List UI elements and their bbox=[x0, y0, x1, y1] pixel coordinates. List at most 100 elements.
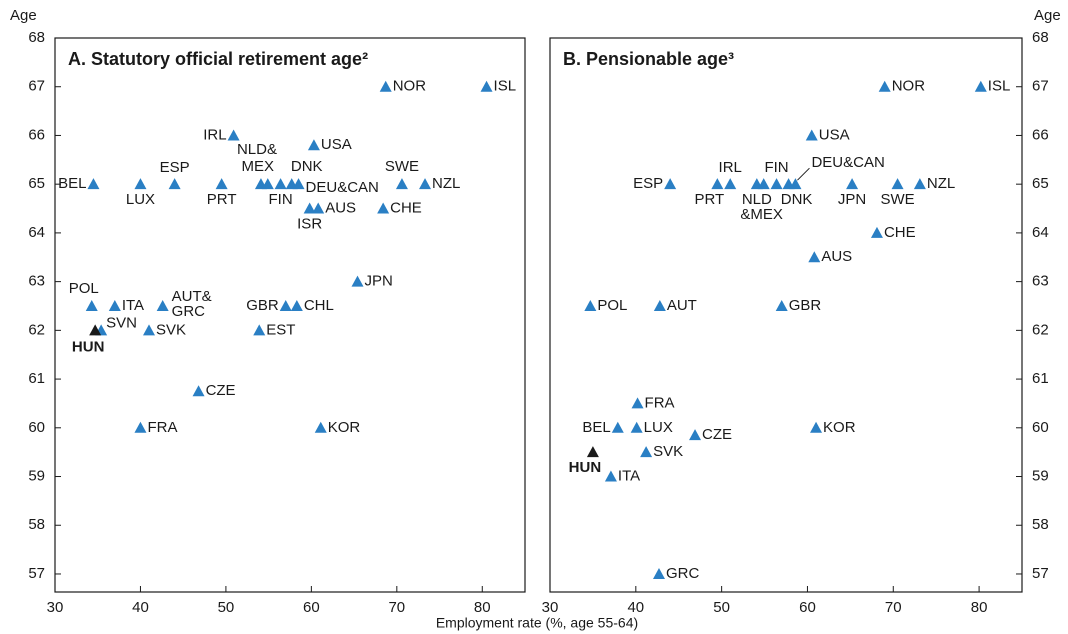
point-label: GRC bbox=[172, 303, 206, 320]
marker bbox=[652, 567, 665, 579]
y-tick-label: 66 bbox=[28, 126, 45, 143]
point-label: ISR bbox=[297, 216, 322, 233]
point-label: HUN bbox=[72, 338, 105, 355]
point-label: SWE bbox=[385, 158, 419, 175]
leader-line bbox=[797, 167, 810, 181]
point-label: JPN bbox=[838, 191, 866, 208]
y-tick-label: 59 bbox=[28, 467, 45, 484]
point-label: HUN bbox=[569, 459, 602, 476]
marker bbox=[261, 178, 274, 190]
x-tick-label: 80 bbox=[971, 599, 988, 616]
y-tick-label: 64 bbox=[1032, 224, 1049, 241]
marker bbox=[134, 421, 147, 433]
point-label: SWE bbox=[880, 191, 914, 208]
marker bbox=[584, 299, 597, 311]
point-label: KOR bbox=[328, 419, 361, 436]
x-tick-label: 30 bbox=[542, 599, 559, 616]
marker bbox=[604, 470, 617, 482]
marker bbox=[279, 299, 292, 311]
x-tick-label: 60 bbox=[303, 599, 320, 616]
point-label: CHL bbox=[304, 297, 334, 314]
point-label: DEU&CAN bbox=[306, 179, 379, 196]
point-label: FRA bbox=[147, 419, 177, 436]
y-tick-label: 61 bbox=[1032, 370, 1049, 387]
marker bbox=[846, 178, 859, 190]
x-tick-label: 40 bbox=[132, 599, 149, 616]
point-label: AUS bbox=[821, 248, 852, 265]
marker bbox=[419, 178, 432, 190]
x-tick-label: 50 bbox=[218, 599, 235, 616]
point-label: NOR bbox=[892, 78, 926, 95]
y-tick-label: 65 bbox=[28, 175, 45, 192]
marker bbox=[891, 178, 904, 190]
point-label: ITA bbox=[618, 467, 640, 484]
point-label: ISL bbox=[494, 78, 517, 95]
x-axis-label: Employment rate (%, age 55-64) bbox=[436, 615, 638, 631]
point-label: AUS bbox=[325, 200, 356, 217]
point-label: CHE bbox=[390, 200, 422, 217]
marker bbox=[611, 421, 624, 433]
point-label: ESP bbox=[633, 175, 663, 192]
marker bbox=[215, 178, 228, 190]
marker bbox=[586, 446, 599, 458]
point-label: BEL bbox=[58, 175, 86, 192]
point-label: ESP bbox=[160, 159, 190, 176]
marker bbox=[377, 202, 390, 214]
y-tick-label: 67 bbox=[28, 78, 45, 95]
marker bbox=[253, 324, 266, 336]
marker bbox=[303, 202, 316, 214]
point-label: SVK bbox=[653, 443, 683, 460]
y-tick-label: 60 bbox=[1032, 419, 1049, 436]
marker bbox=[192, 385, 205, 397]
x-tick-label: 70 bbox=[885, 599, 902, 616]
marker bbox=[689, 429, 702, 441]
marker bbox=[134, 178, 147, 190]
point-label: SVK bbox=[156, 321, 186, 338]
point-label: AUT bbox=[667, 297, 697, 314]
point-label: ITA bbox=[122, 297, 144, 314]
marker bbox=[805, 129, 818, 141]
marker bbox=[757, 178, 770, 190]
point-label: MEX bbox=[242, 158, 275, 175]
point-label: IRL bbox=[203, 126, 226, 143]
point-label: USA bbox=[819, 126, 850, 143]
point-label: PRT bbox=[694, 191, 724, 208]
point-label: GBR bbox=[789, 297, 822, 314]
marker bbox=[878, 80, 891, 92]
point-label: FRA bbox=[645, 394, 675, 411]
point-label: &MEX bbox=[740, 206, 783, 223]
y-tick-label: 68 bbox=[1032, 29, 1049, 46]
point-label: FIN bbox=[764, 159, 788, 176]
marker bbox=[711, 178, 724, 190]
marker bbox=[168, 178, 181, 190]
x-tick-label: 60 bbox=[799, 599, 816, 616]
marker bbox=[724, 178, 737, 190]
point-label: NOR bbox=[393, 78, 427, 95]
point-label: DNK bbox=[781, 191, 813, 208]
y-tick-label: 64 bbox=[28, 224, 45, 241]
plot-frame bbox=[54, 37, 526, 593]
plot-frame bbox=[549, 37, 1023, 593]
x-tick-label: 30 bbox=[47, 599, 64, 616]
marker bbox=[480, 80, 493, 92]
point-label: NLD bbox=[742, 191, 772, 208]
point-label: SVN bbox=[106, 314, 137, 331]
marker bbox=[631, 397, 644, 409]
marker bbox=[789, 178, 802, 190]
marker bbox=[630, 421, 643, 433]
marker bbox=[85, 299, 98, 311]
point-label: CZE bbox=[702, 426, 732, 443]
point-label: KOR bbox=[823, 419, 856, 436]
marker bbox=[314, 421, 327, 433]
y-tick-label: 58 bbox=[28, 516, 45, 533]
marker bbox=[913, 178, 926, 190]
y-tick-label: 62 bbox=[28, 321, 45, 338]
x-tick-label: 40 bbox=[627, 599, 644, 616]
marker bbox=[974, 80, 987, 92]
y-tick-label: 61 bbox=[28, 370, 45, 387]
marker bbox=[143, 324, 155, 336]
marker bbox=[89, 324, 102, 336]
y-tick-label: 65 bbox=[1032, 175, 1049, 192]
x-tick-label: 50 bbox=[713, 599, 730, 616]
point-label: NLD& bbox=[237, 141, 277, 158]
